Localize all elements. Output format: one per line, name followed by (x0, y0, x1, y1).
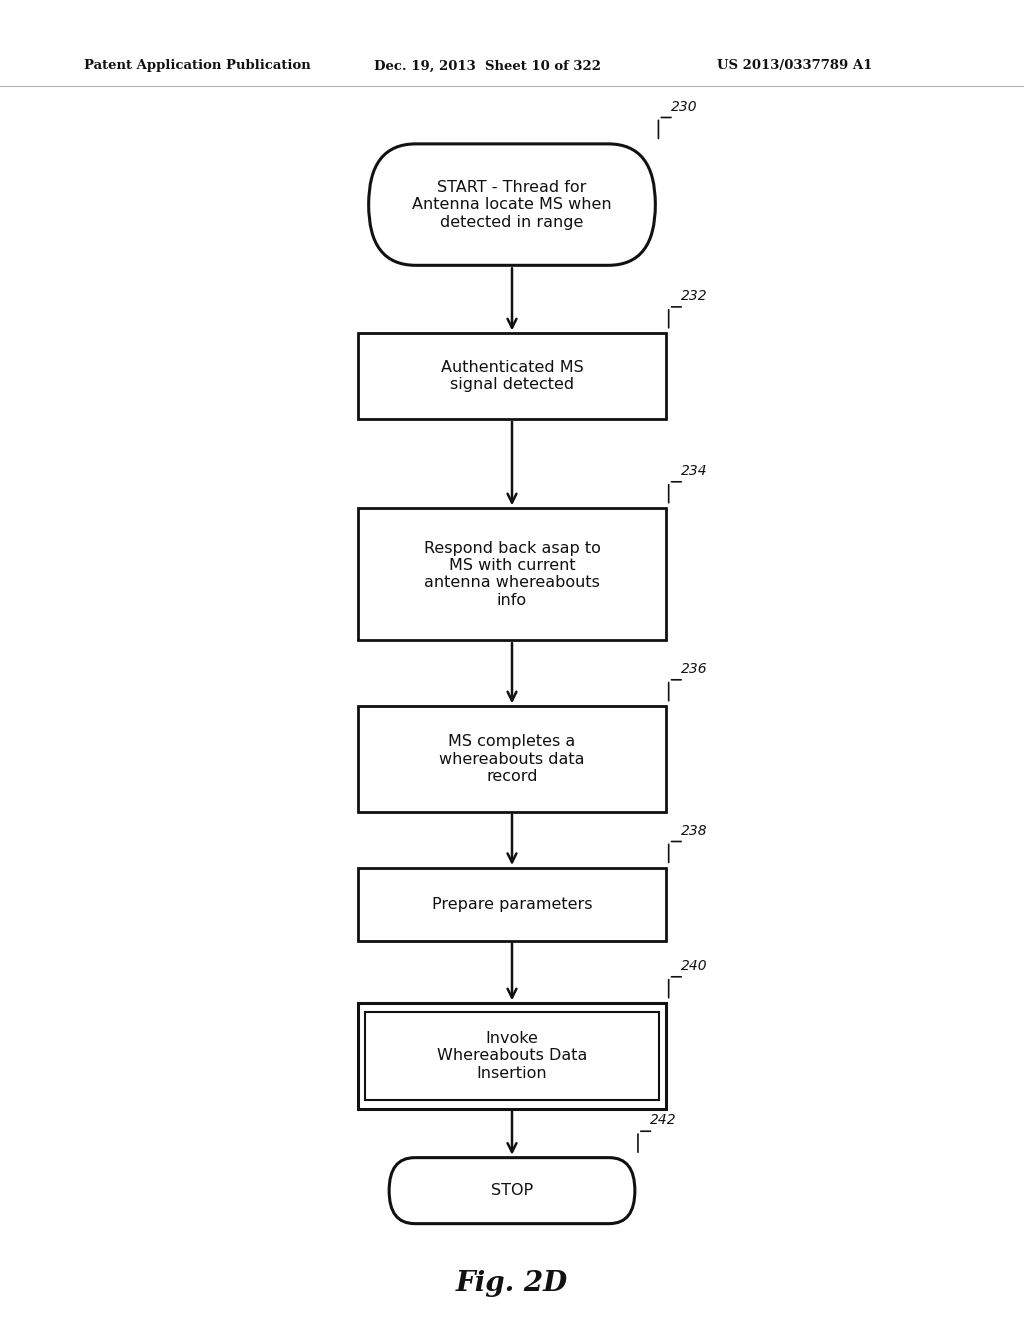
Text: Invoke
Whereabouts Data
Insertion: Invoke Whereabouts Data Insertion (437, 1031, 587, 1081)
Text: Authenticated MS
signal detected: Authenticated MS signal detected (440, 360, 584, 392)
Text: STOP: STOP (490, 1183, 534, 1199)
Text: 238: 238 (681, 824, 708, 837)
FancyBboxPatch shape (358, 1003, 666, 1109)
FancyBboxPatch shape (358, 333, 666, 420)
Text: Fig. 2D: Fig. 2D (456, 1270, 568, 1296)
Text: 232: 232 (681, 289, 708, 304)
FancyBboxPatch shape (358, 869, 666, 940)
Text: Respond back asap to
MS with current
antenna whereabouts
info: Respond back asap to MS with current ant… (424, 541, 600, 607)
Text: 240: 240 (681, 958, 708, 973)
Text: 230: 230 (671, 99, 697, 114)
Text: 234: 234 (681, 463, 708, 478)
FancyBboxPatch shape (358, 706, 666, 812)
FancyBboxPatch shape (389, 1158, 635, 1224)
FancyBboxPatch shape (369, 144, 655, 265)
FancyBboxPatch shape (358, 508, 666, 640)
Text: Patent Application Publication: Patent Application Publication (84, 59, 310, 73)
FancyBboxPatch shape (365, 1011, 659, 1101)
Text: MS completes a
whereabouts data
record: MS completes a whereabouts data record (439, 734, 585, 784)
Text: US 2013/0337789 A1: US 2013/0337789 A1 (717, 59, 872, 73)
Text: Dec. 19, 2013  Sheet 10 of 322: Dec. 19, 2013 Sheet 10 of 322 (374, 59, 601, 73)
Text: 242: 242 (650, 1113, 677, 1127)
Text: START - Thread for
Antenna locate MS when
detected in range: START - Thread for Antenna locate MS whe… (413, 180, 611, 230)
Text: Prepare parameters: Prepare parameters (432, 896, 592, 912)
Text: 236: 236 (681, 661, 708, 676)
